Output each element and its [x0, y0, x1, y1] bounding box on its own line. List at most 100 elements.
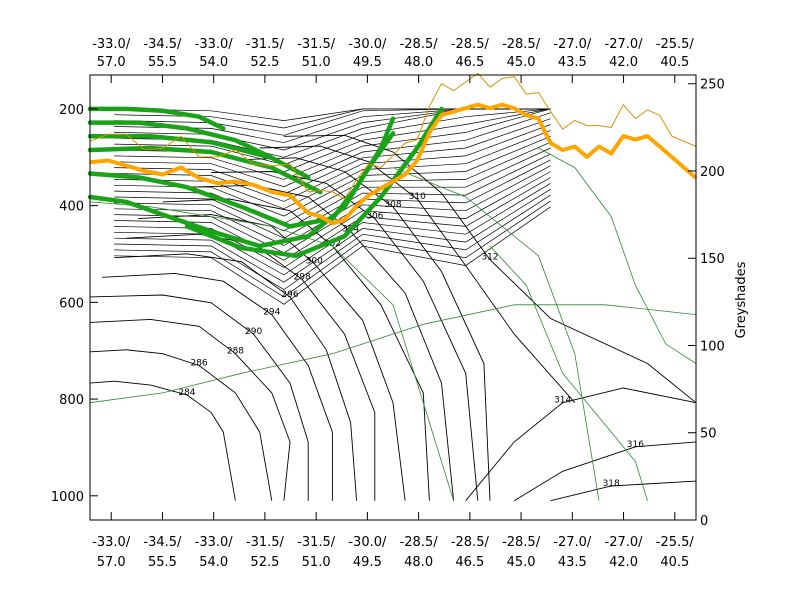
x-tick-label-lon: -27.0/	[553, 37, 592, 52]
green-contour	[89, 304, 697, 404]
green-contour	[392, 167, 600, 501]
x-tick-label-lat: 49.5	[353, 55, 382, 70]
x-tick-label-lat: 54.0	[199, 55, 228, 70]
black-contour	[550, 480, 697, 502]
right-tick-label: 200	[700, 165, 725, 180]
thick-green-contour	[87, 145, 323, 195]
contour-label: 318	[603, 479, 620, 489]
black-contour-dense	[114, 182, 551, 276]
contour-label: 288	[227, 347, 244, 357]
x-tick-label-lon: -30.0/	[348, 535, 387, 550]
black-contour-dense	[114, 130, 551, 210]
black-contour	[89, 380, 236, 501]
x-tick-label-lon: -33.0/	[92, 535, 131, 550]
thick-green-contour	[87, 120, 275, 161]
right-axis: 0 50 100 150 200 250	[688, 78, 725, 529]
x-tick-label-lon: -33.0/	[195, 37, 234, 52]
x-tick-label-lat: 52.5	[250, 555, 279, 570]
x-tick-label-lon: -31.5/	[297, 37, 336, 52]
thick-green-contour	[87, 106, 226, 131]
contour-label: 294	[263, 308, 280, 318]
black-contour-dense	[114, 112, 551, 188]
green-contour	[538, 147, 697, 364]
right-axis-label: Greyshades	[734, 261, 749, 338]
black-contour	[126, 233, 376, 501]
contour-label: 312	[481, 253, 498, 263]
x-tick-label-lon: -31.5/	[246, 37, 285, 52]
x-tick-label-lat: 42.0	[609, 555, 638, 570]
greyshades-line	[89, 102, 698, 226]
thick-green-contour	[184, 106, 444, 259]
x-tick-label-lon: -28.5/	[400, 535, 439, 550]
contour-label: 302	[324, 239, 341, 249]
x-tick-label-lat: 45.0	[507, 55, 536, 70]
black-contour	[162, 198, 430, 501]
x-tick-label-lon: -25.5/	[656, 37, 695, 52]
x-tick-label-lon: -28.5/	[451, 535, 490, 550]
black-contour	[211, 171, 479, 501]
black-contour-dense	[114, 153, 551, 239]
left-tick-label: 400	[59, 200, 84, 215]
x-tick-label-lon: -31.5/	[246, 535, 285, 550]
black-contour	[513, 441, 697, 502]
x-tick-label-lon: -31.5/	[297, 535, 336, 550]
green-contour	[489, 245, 648, 501]
x-tick-label-lon: -28.5/	[502, 37, 541, 52]
right-tick-label: 0	[700, 514, 708, 529]
bottom-axis: -33.0/57.0 -34.5/55.5 -33.0/54.0 -31.5/52.5…	[92, 512, 694, 570]
black-contour	[259, 145, 576, 403]
x-tick-label-lon: -30.0/	[348, 37, 387, 52]
black-contour	[114, 253, 358, 501]
x-tick-label-lon: -33.0/	[195, 535, 234, 550]
thick-green-contour	[87, 131, 396, 249]
left-tick-label: 200	[59, 103, 84, 118]
x-tick-label-lat: 48.0	[404, 55, 433, 70]
x-tick-label-lat: 57.0	[97, 555, 126, 570]
x-tick-label-lat: 42.0	[609, 55, 638, 70]
black-contour-dense	[114, 165, 551, 254]
contour-label: 290	[245, 327, 262, 337]
contour-label: 284	[178, 388, 195, 398]
contour-label: 316	[627, 440, 644, 450]
x-tick-label-lon: -33.0/	[92, 37, 131, 52]
black-contour-dense	[114, 188, 551, 283]
x-tick-label-lat: 40.5	[660, 555, 689, 570]
black-contour	[89, 318, 291, 501]
x-tick-label-lon: -27.0/	[605, 37, 644, 52]
x-tick-label-lat: 55.5	[148, 55, 177, 70]
x-tick-label-lat: 55.5	[148, 555, 177, 570]
x-tick-label-lat: 46.5	[455, 55, 484, 70]
x-tick-label-lat: 51.0	[302, 55, 331, 70]
x-tick-label-lon: -34.5/	[143, 535, 182, 550]
x-tick-label-lat: 57.0	[97, 55, 126, 70]
greyshades-thin-line	[89, 72, 697, 200]
black-contour	[235, 157, 491, 501]
black-contour	[283, 134, 697, 404]
greyshades-layer	[89, 72, 698, 226]
contour-label: 298	[294, 272, 311, 282]
black-contour-dense	[114, 159, 551, 246]
x-tick-label-lon: -28.5/	[400, 37, 439, 52]
right-tick-label: 150	[700, 252, 725, 267]
contour-label: 314	[554, 396, 571, 406]
black-contour-dense	[114, 171, 551, 261]
right-tick-label: 100	[700, 339, 725, 354]
black-contour-dense	[114, 108, 551, 180]
black-contour-dense	[114, 200, 551, 298]
black-contour	[138, 214, 406, 501]
contour-label: 286	[190, 358, 207, 368]
x-tick-label-lat: 40.5	[660, 55, 689, 70]
x-tick-label-lon: -25.5/	[656, 535, 695, 550]
x-tick-label-lon: -27.0/	[553, 535, 592, 550]
black-contour	[102, 272, 333, 501]
x-tick-label-lat: 43.5	[558, 55, 587, 70]
left-tick-label: 1000	[51, 490, 84, 505]
left-axis: 200 400 600 800 1000	[51, 103, 98, 505]
x-tick-label-lat: 54.0	[199, 555, 228, 570]
black-contour	[465, 387, 697, 501]
x-tick-label-lat: 51.0	[302, 555, 331, 570]
black-contour-dense	[114, 206, 551, 305]
black-contour-dense	[114, 194, 551, 291]
x-tick-label-lon: -28.5/	[502, 535, 541, 550]
